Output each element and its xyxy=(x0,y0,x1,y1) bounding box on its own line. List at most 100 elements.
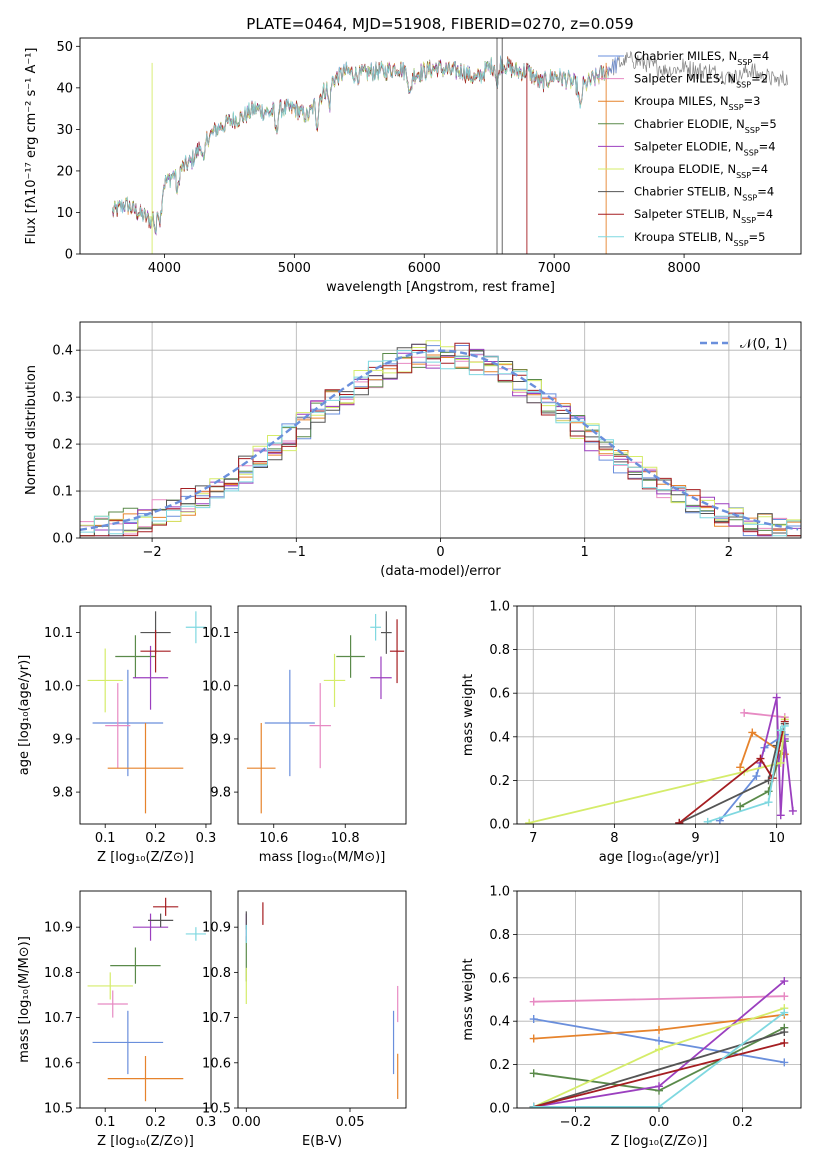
plus-marker xyxy=(780,1028,789,1037)
y-tick-label: 9.9 xyxy=(52,732,73,747)
plus-marker xyxy=(529,1034,538,1043)
axes-frame xyxy=(237,890,407,1109)
x-tick-label: 8 xyxy=(610,831,618,846)
legend-label: Chabrier MILES, NSSP=4 xyxy=(634,49,769,67)
mass-weight-vs-metallicity-panel: −0.2 0.0 0.2 0.0 0.2 0.4 0.6 0.8 1.0 Z [log₁₀(Z/Z… xyxy=(461,885,802,1149)
y-tick-label: 0.2 xyxy=(489,774,510,789)
error-bar-point xyxy=(115,635,156,678)
x-tick-label: 9 xyxy=(691,831,699,846)
y-axis-label: age [log₁₀(age/yr)] xyxy=(17,655,32,776)
plus-marker xyxy=(740,708,749,717)
mass-vs-extinction-panel-plot-area xyxy=(245,902,399,1099)
y-tick-label: 10.6 xyxy=(202,1056,231,1071)
y-tick-label: 0.8 xyxy=(489,643,510,658)
plus-marker xyxy=(780,1008,789,1017)
age-vs-mass-panel: 10.6 10.8 9.8 9.9 10.0 10.1 mass [log₁₀(M/M⊙)] xyxy=(202,605,407,865)
y-tick-label: 9.9 xyxy=(210,732,231,747)
chart-title: PLATE=0464, MJD=51908, FIBERID=0270, z=0… xyxy=(246,15,633,33)
error-bar-point xyxy=(132,645,169,710)
plus-marker xyxy=(529,1102,538,1108)
plus-marker xyxy=(736,802,745,811)
x-tick-label: 0.3 xyxy=(196,1115,217,1130)
histogram-step-5 xyxy=(80,340,801,533)
error-bar-point xyxy=(110,947,161,984)
x-tick-label: −0.2 xyxy=(560,1115,592,1130)
y-tick-label: 10.5 xyxy=(202,1102,231,1117)
y-tick-label: 30 xyxy=(56,123,73,138)
x-tick-label: 0.3 xyxy=(196,831,217,846)
mass-weight-line-1 xyxy=(744,711,785,719)
y-tick-label: 0.0 xyxy=(489,1102,510,1117)
y-tick-label: 10.1 xyxy=(202,626,231,641)
y-axis-label: Flux [fλ10⁻¹⁷ erg cm⁻² s⁻¹ A⁻¹] xyxy=(24,48,39,245)
axes-frame xyxy=(79,321,802,539)
y-tick-label: 0.4 xyxy=(489,730,510,745)
mass-weight-vs-age-panel-plot-area xyxy=(525,693,797,824)
mass-weight-line-1 xyxy=(533,995,785,1003)
spectrum-line-3 xyxy=(112,57,568,234)
plus-marker xyxy=(780,1058,789,1067)
y-tick-label: 0.6 xyxy=(489,971,510,986)
x-tick-label: 0.0 xyxy=(649,1115,670,1130)
mass-weight-line-7 xyxy=(533,1042,785,1108)
age-vs-metallicity-panel-plot-area xyxy=(87,611,206,814)
x-axis-label: wavelength [Angstrom, rest frame] xyxy=(326,280,555,295)
plus-marker xyxy=(776,758,785,767)
plus-marker xyxy=(675,818,684,824)
mass-weight-line-7 xyxy=(678,721,786,824)
error-bar-point xyxy=(148,913,174,928)
y-tick-label: 9.8 xyxy=(210,786,231,801)
plus-marker xyxy=(736,763,745,772)
legend-label: 𝒩(0, 1) xyxy=(740,337,787,352)
plus-marker xyxy=(776,811,785,820)
y-axis-label: mass weight xyxy=(461,674,476,756)
y-tick-label: 10 xyxy=(56,206,73,221)
x-tick-label: 10 xyxy=(768,831,785,846)
error-bar-point xyxy=(246,722,276,814)
x-tick-label: 0.2 xyxy=(145,831,166,846)
y-tick-label: 9.8 xyxy=(52,786,73,801)
error-bar-point xyxy=(336,635,365,678)
legend-label: Salpeter MILES, NSSP=2 xyxy=(634,72,768,90)
y-tick-label: 10.5 xyxy=(44,1102,73,1117)
plus-marker xyxy=(655,1036,663,1045)
age-vs-metallicity-panel: 0.1 0.2 0.3 9.8 9.9 10.0 10.1 Z [log₁₀(Z/Z⊙)] ag… xyxy=(17,605,217,865)
plus-marker xyxy=(748,728,757,737)
error-bar-point xyxy=(87,972,133,1000)
plus-marker xyxy=(703,817,712,824)
plus-marker xyxy=(780,992,789,1001)
error-bar-point xyxy=(92,1010,164,1075)
spectrum-panel-plot-area xyxy=(112,38,788,254)
error-bar-point xyxy=(370,613,381,641)
legend-label: Chabrier ELODIE, NSSP=5 xyxy=(634,117,777,135)
error-bar-point xyxy=(107,1056,184,1102)
x-tick-label: 5000 xyxy=(278,261,311,276)
error-bar-point xyxy=(92,669,164,777)
plus-marker xyxy=(756,754,765,763)
y-tick-label: 0 xyxy=(65,248,73,263)
error-bar-point xyxy=(185,927,206,941)
plus-marker xyxy=(752,772,761,781)
x-axis-label: (data-model)/error xyxy=(380,564,501,579)
error-bar-point xyxy=(380,611,392,654)
x-tick-label: 0.1 xyxy=(95,831,116,846)
axes-frame xyxy=(79,890,212,1109)
normal-reference-curve xyxy=(80,349,799,531)
mass-weight-line-8 xyxy=(707,725,786,823)
plus-marker xyxy=(788,806,797,815)
plus-marker xyxy=(529,1069,538,1078)
x-tick-label: 8000 xyxy=(668,261,701,276)
mass-weight-vs-metallicity-panel-plot-area xyxy=(529,977,789,1108)
legend-label: Kroupa MILES, NSSP=3 xyxy=(634,94,760,112)
x-axis-label: mass [log₁₀(M/M⊙)] xyxy=(259,850,386,865)
legend-label: Chabrier STELIB, NSSP=4 xyxy=(634,185,774,203)
x-tick-label: 7000 xyxy=(538,261,571,276)
error-bar-point xyxy=(107,722,184,814)
mass-vs-metallicity-panel-plot-area xyxy=(87,897,206,1102)
mass-vs-extinction-panel: 0.00 0.05 10.5 10.6 10.7 10.8 10.9 E(B-V) xyxy=(202,890,407,1149)
x-axis-label: E(B-V) xyxy=(302,1134,342,1149)
y-tick-label: 40 xyxy=(56,81,73,96)
y-tick-label: 10.7 xyxy=(44,1011,73,1026)
y-tick-label: 0.0 xyxy=(52,532,73,547)
